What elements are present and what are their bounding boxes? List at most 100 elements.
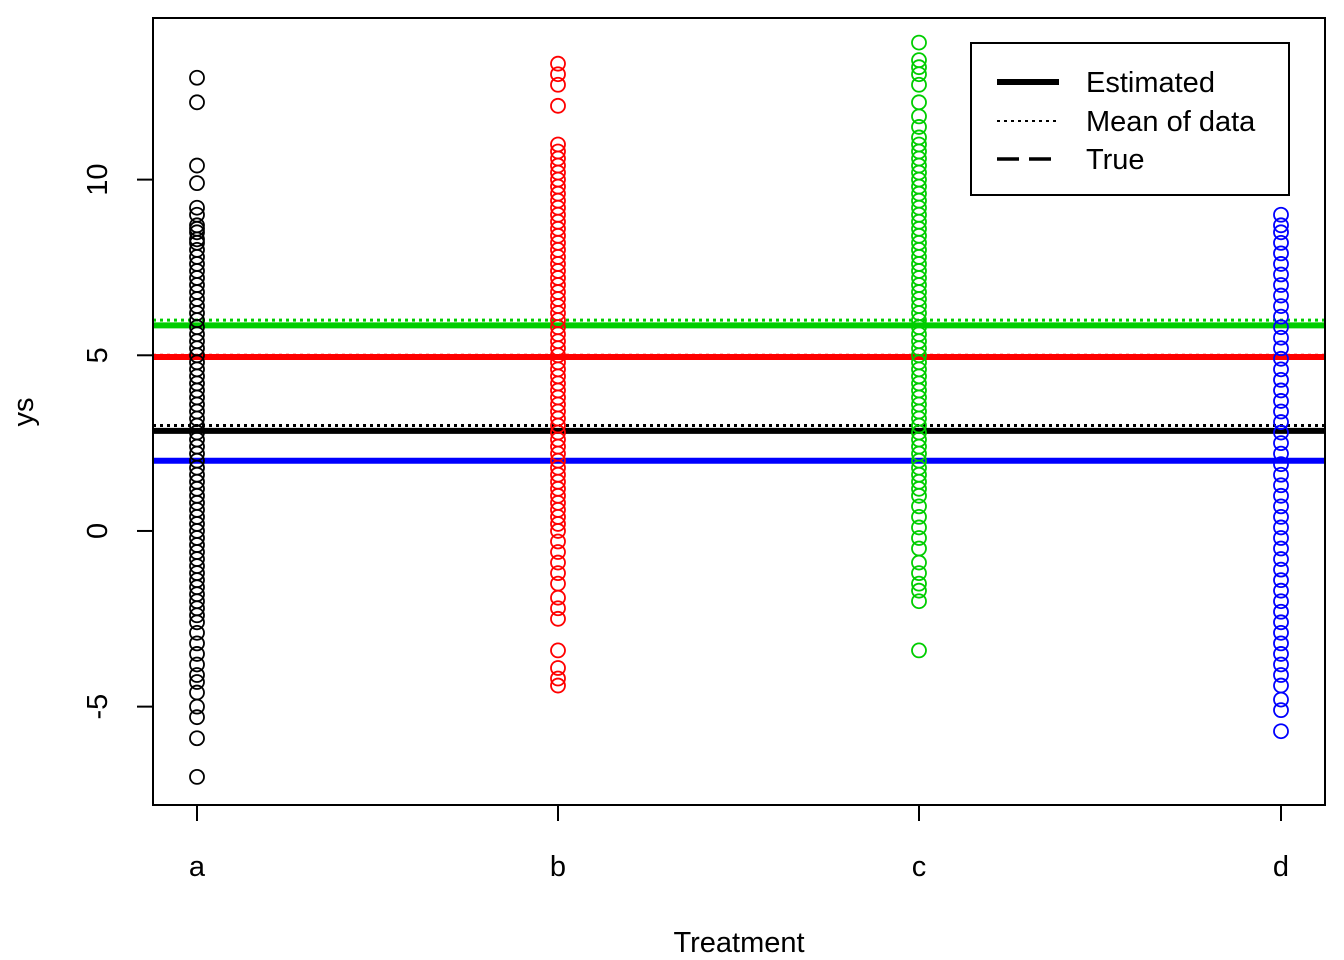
- point-b-3: [550, 97, 566, 114]
- point-d-39: [1273, 614, 1289, 631]
- point-d-1: [1273, 217, 1289, 234]
- point-a-70: [189, 674, 205, 690]
- point-a-4: [189, 199, 205, 216]
- y-tick-label-1: 0: [82, 523, 114, 539]
- point-a-8: [189, 224, 205, 241]
- point-d-14: [1273, 350, 1289, 367]
- point-c-7: [911, 119, 927, 135]
- point-d-48: [1273, 723, 1289, 740]
- reference-lines: [153, 318, 1325, 464]
- point-a-73: [189, 709, 205, 726]
- point-d-4: [1273, 245, 1289, 262]
- point-d-8: [1273, 287, 1289, 304]
- point-d-27: [1273, 487, 1289, 504]
- data-points: [189, 34, 1289, 785]
- point-b-65: [550, 589, 566, 606]
- point-b-62: [550, 554, 566, 571]
- point-d-12: [1273, 329, 1289, 346]
- point-a-2: [189, 157, 205, 174]
- point-d-2: [1273, 224, 1289, 241]
- point-a-69: [189, 667, 205, 683]
- point-c-69: [911, 593, 927, 610]
- point-b-60: [550, 533, 566, 550]
- point-c-59: [911, 487, 927, 504]
- point-a-64: [189, 614, 205, 631]
- point-b-68: [550, 642, 566, 659]
- point-c-61: [911, 509, 927, 525]
- point-a-74: [189, 730, 205, 747]
- y-tick-label-3: 10: [82, 163, 114, 195]
- point-c-58: [911, 480, 927, 497]
- point-d-36: [1273, 582, 1289, 599]
- point-d-15: [1273, 361, 1289, 378]
- legend-label-mean-of-data: Mean of data: [1086, 106, 1256, 138]
- point-b-61: [550, 544, 566, 560]
- y-tick-label-2: 5: [82, 347, 114, 363]
- point-c-70: [911, 642, 927, 659]
- x-tick-label-d: d: [1273, 851, 1289, 883]
- point-a-75: [189, 768, 205, 785]
- point-d-6: [1273, 266, 1289, 283]
- point-c-67: [911, 575, 927, 592]
- point-d-21: [1273, 424, 1289, 441]
- x-tick-label-b: b: [550, 851, 566, 883]
- point-d-26: [1273, 477, 1289, 494]
- point-b-70: [550, 670, 566, 687]
- point-d-38: [1273, 603, 1289, 620]
- point-d-41: [1273, 635, 1289, 652]
- point-a-0: [189, 69, 205, 86]
- point-d-37: [1273, 593, 1289, 610]
- x-axis-title: Treatment: [673, 927, 804, 959]
- point-d-9: [1273, 298, 1289, 314]
- point-b-71: [550, 677, 566, 694]
- point-d-30: [1273, 519, 1289, 536]
- y-axis-title: ys: [8, 398, 40, 427]
- point-c-62: [911, 519, 927, 536]
- point-c-64: [911, 540, 927, 557]
- point-d-35: [1273, 572, 1289, 589]
- point-d-11: [1273, 319, 1289, 336]
- point-d-10: [1273, 308, 1289, 325]
- point-d-19: [1273, 403, 1289, 420]
- point-d-23: [1273, 445, 1289, 462]
- point-b-58: [550, 516, 566, 532]
- point-d-32: [1273, 540, 1289, 557]
- point-d-34: [1273, 561, 1289, 578]
- point-d-20: [1273, 414, 1289, 430]
- point-d-28: [1273, 498, 1289, 515]
- point-d-22: [1273, 435, 1289, 452]
- point-d-46: [1273, 691, 1289, 708]
- point-a-1: [189, 94, 205, 111]
- point-c-2: [911, 59, 927, 76]
- series-d: [1273, 206, 1289, 740]
- point-a-72: [189, 698, 205, 715]
- legend-label-estimated: Estimated: [1086, 67, 1215, 99]
- point-c-65: [911, 554, 927, 571]
- point-b-1: [550, 66, 566, 83]
- point-c-4: [911, 76, 927, 93]
- point-c-3: [911, 66, 927, 83]
- y-tick-label-0: -5: [82, 694, 114, 720]
- point-a-63: [189, 607, 205, 624]
- point-c-5: [911, 94, 927, 111]
- point-d-16: [1273, 371, 1289, 388]
- point-d-47: [1273, 702, 1289, 719]
- point-d-17: [1273, 382, 1289, 399]
- point-d-13: [1273, 340, 1289, 357]
- point-d-0: [1273, 206, 1289, 223]
- point-d-43: [1273, 656, 1289, 673]
- point-d-29: [1273, 509, 1289, 525]
- x-tick-label-c: c: [912, 851, 927, 883]
- point-d-31: [1273, 530, 1289, 546]
- point-d-42: [1273, 646, 1289, 662]
- point-a-68: [189, 656, 205, 673]
- point-b-64: [550, 575, 566, 592]
- point-d-44: [1273, 667, 1289, 683]
- point-a-3: [189, 175, 205, 192]
- point-d-40: [1273, 624, 1289, 641]
- point-a-65: [189, 624, 205, 641]
- point-a-71: [189, 684, 205, 701]
- point-b-66: [550, 600, 566, 617]
- point-d-3: [1273, 234, 1289, 251]
